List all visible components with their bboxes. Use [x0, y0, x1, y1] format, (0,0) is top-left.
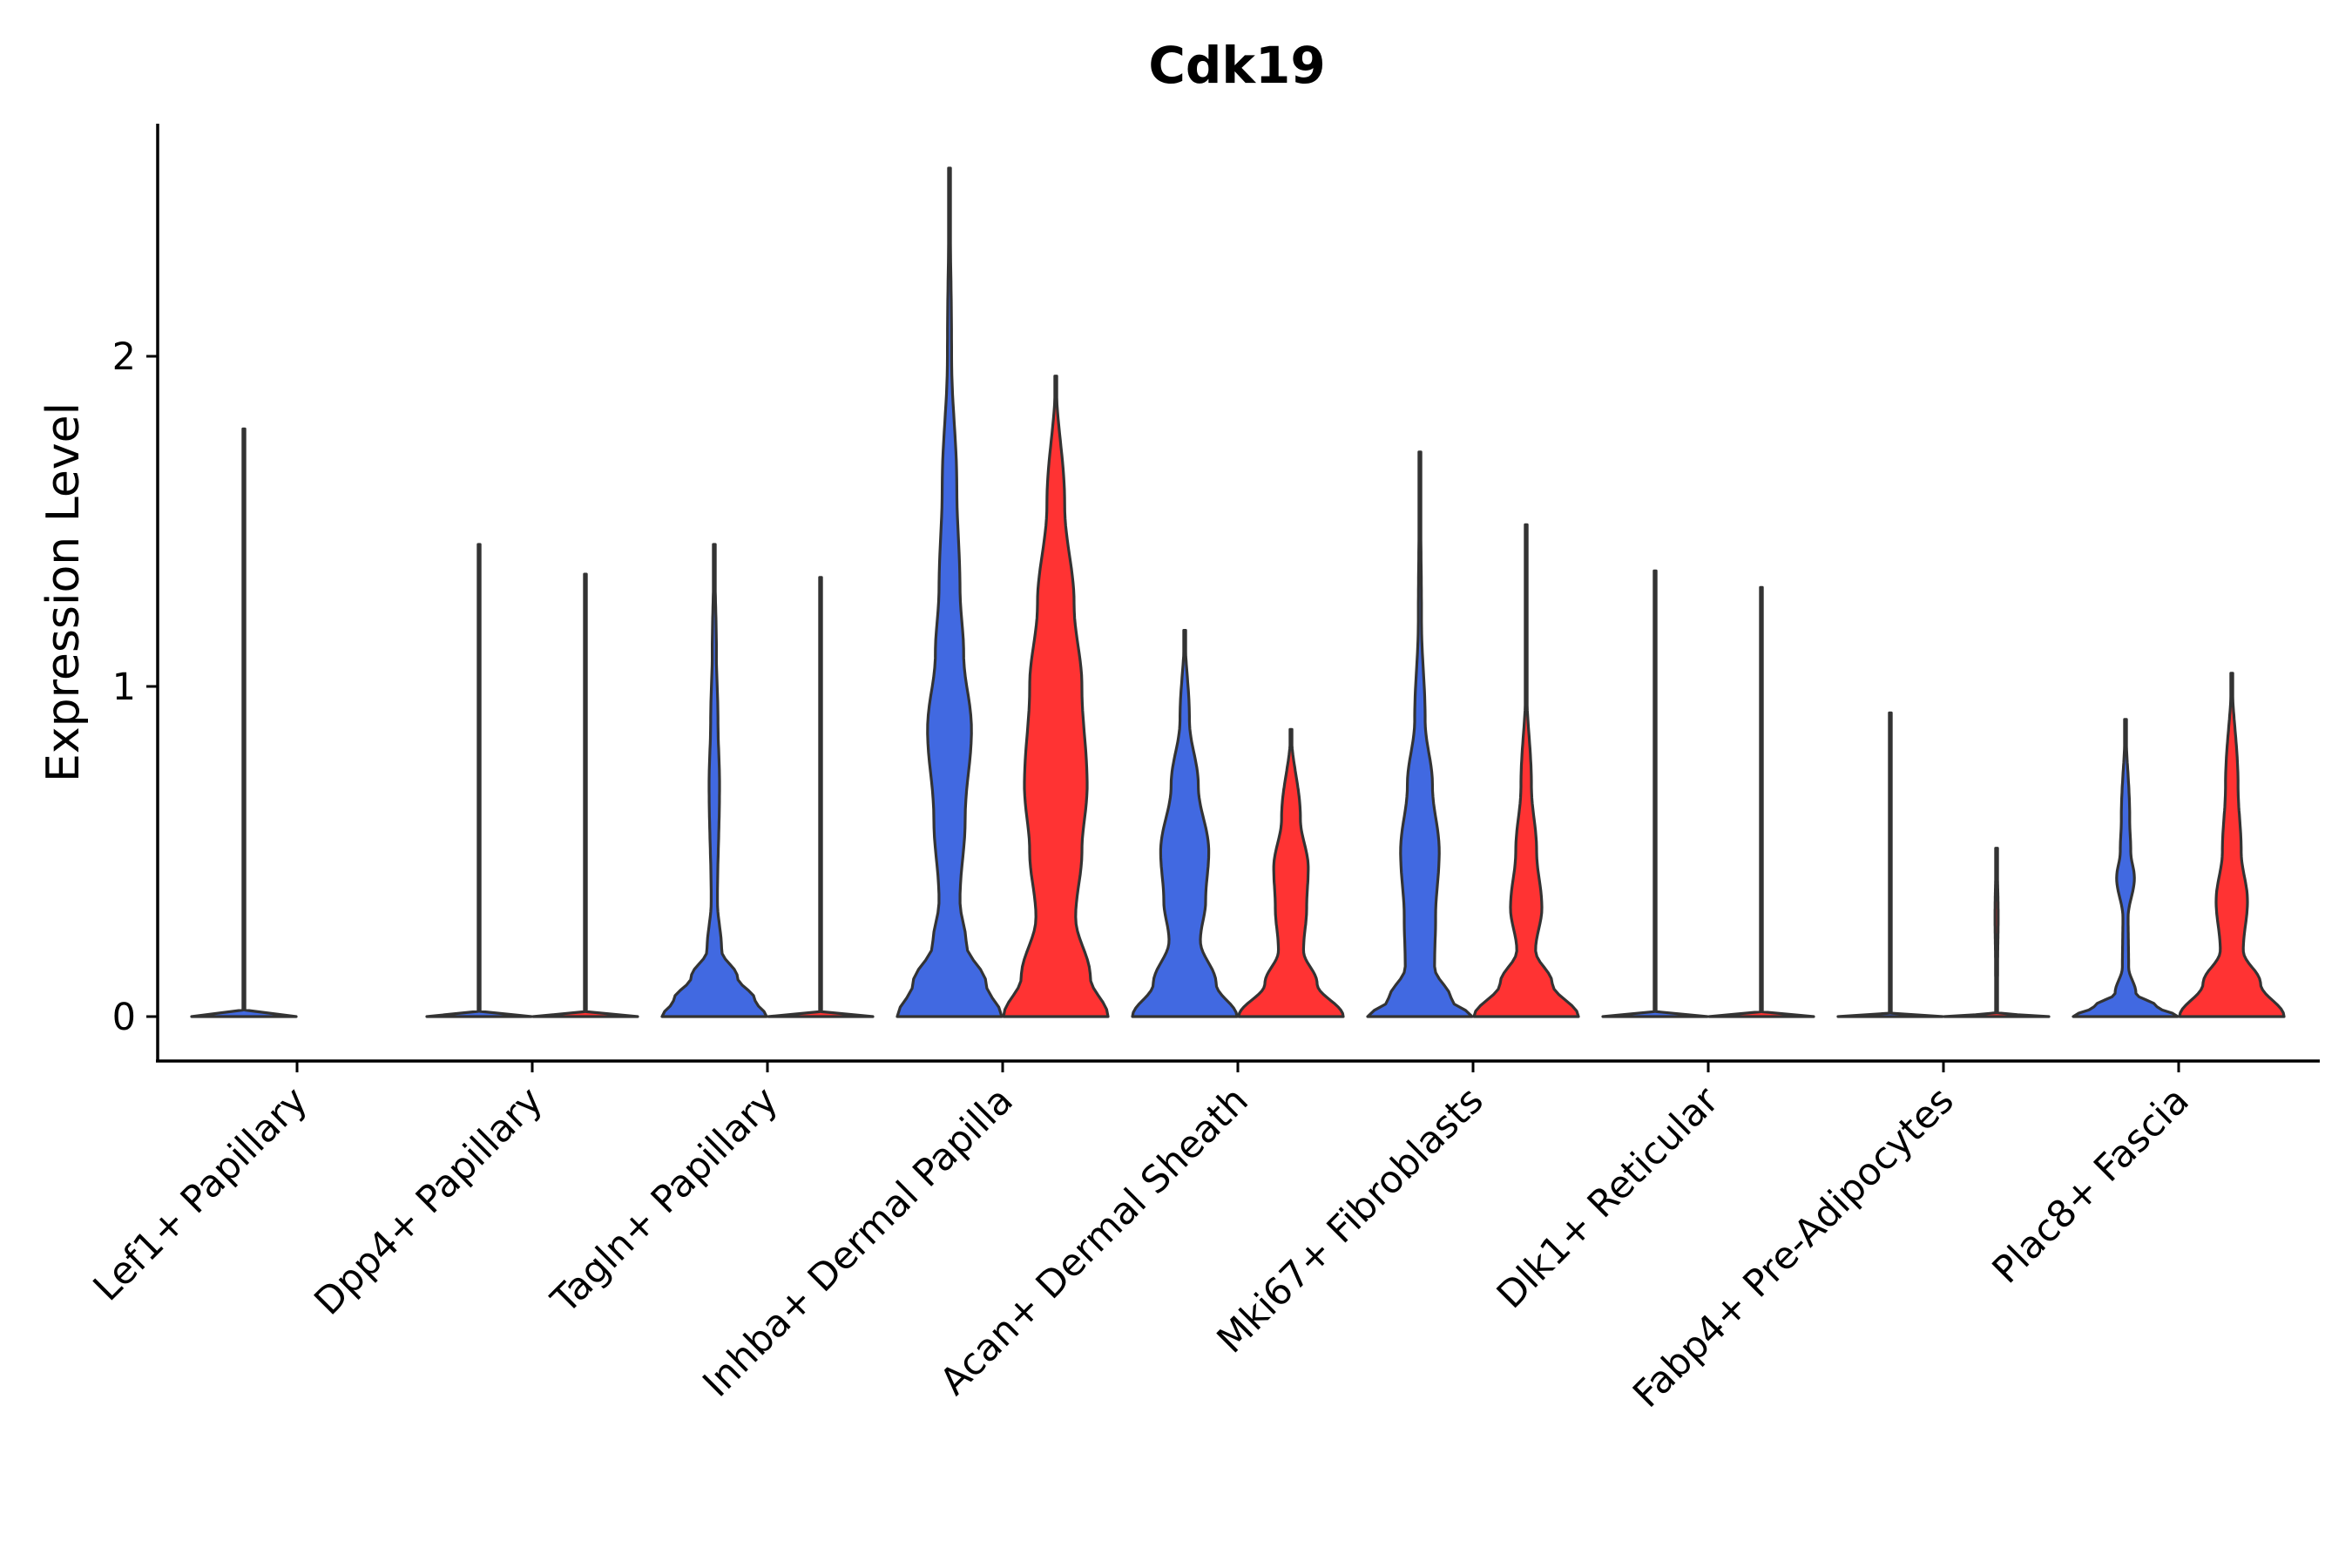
chart-title: Cdk19 — [1148, 36, 1325, 95]
violin-1-tagln-papillary — [660, 543, 768, 1018]
violin-2-tagln-papillary — [767, 576, 875, 1018]
violin-2-acan-dermal-sheath — [1237, 727, 1345, 1018]
violin-2-mki67-fibroblasts — [1472, 523, 1580, 1018]
violin-1-mki67-fibroblasts — [1366, 450, 1474, 1018]
violin-2-inhba-dermal-papilla — [1002, 375, 1110, 1018]
y-tick-label-2: 2 — [112, 335, 136, 379]
violin-1-dpp4-papillary — [425, 543, 533, 1018]
violin-2-fabp4-pre-adipocytes — [1943, 847, 2051, 1018]
violin-layer — [190, 166, 2286, 1018]
y-tick-label-0: 0 — [112, 996, 136, 1039]
y-ticks: 0 1 2 — [112, 335, 158, 1039]
violin-2-dpp4-papillary — [531, 572, 639, 1018]
violin-1-inhba-dermal-papilla — [896, 166, 1004, 1018]
violin-1-lef1-papillary — [190, 427, 298, 1018]
y-tick-label-1: 1 — [112, 666, 136, 709]
y-axis-label: Expression Level — [37, 402, 90, 782]
violin-1-plac8-fascia — [2072, 718, 2180, 1018]
violin-1-acan-dermal-sheath — [1131, 629, 1239, 1018]
violin-1-fabp4-pre-adipocytes — [1836, 711, 1944, 1018]
violin-2-plac8-fascia — [2178, 672, 2286, 1018]
violin-2-dlk1-reticular — [1707, 585, 1815, 1018]
violin-1-dlk1-reticular — [1601, 569, 1709, 1018]
